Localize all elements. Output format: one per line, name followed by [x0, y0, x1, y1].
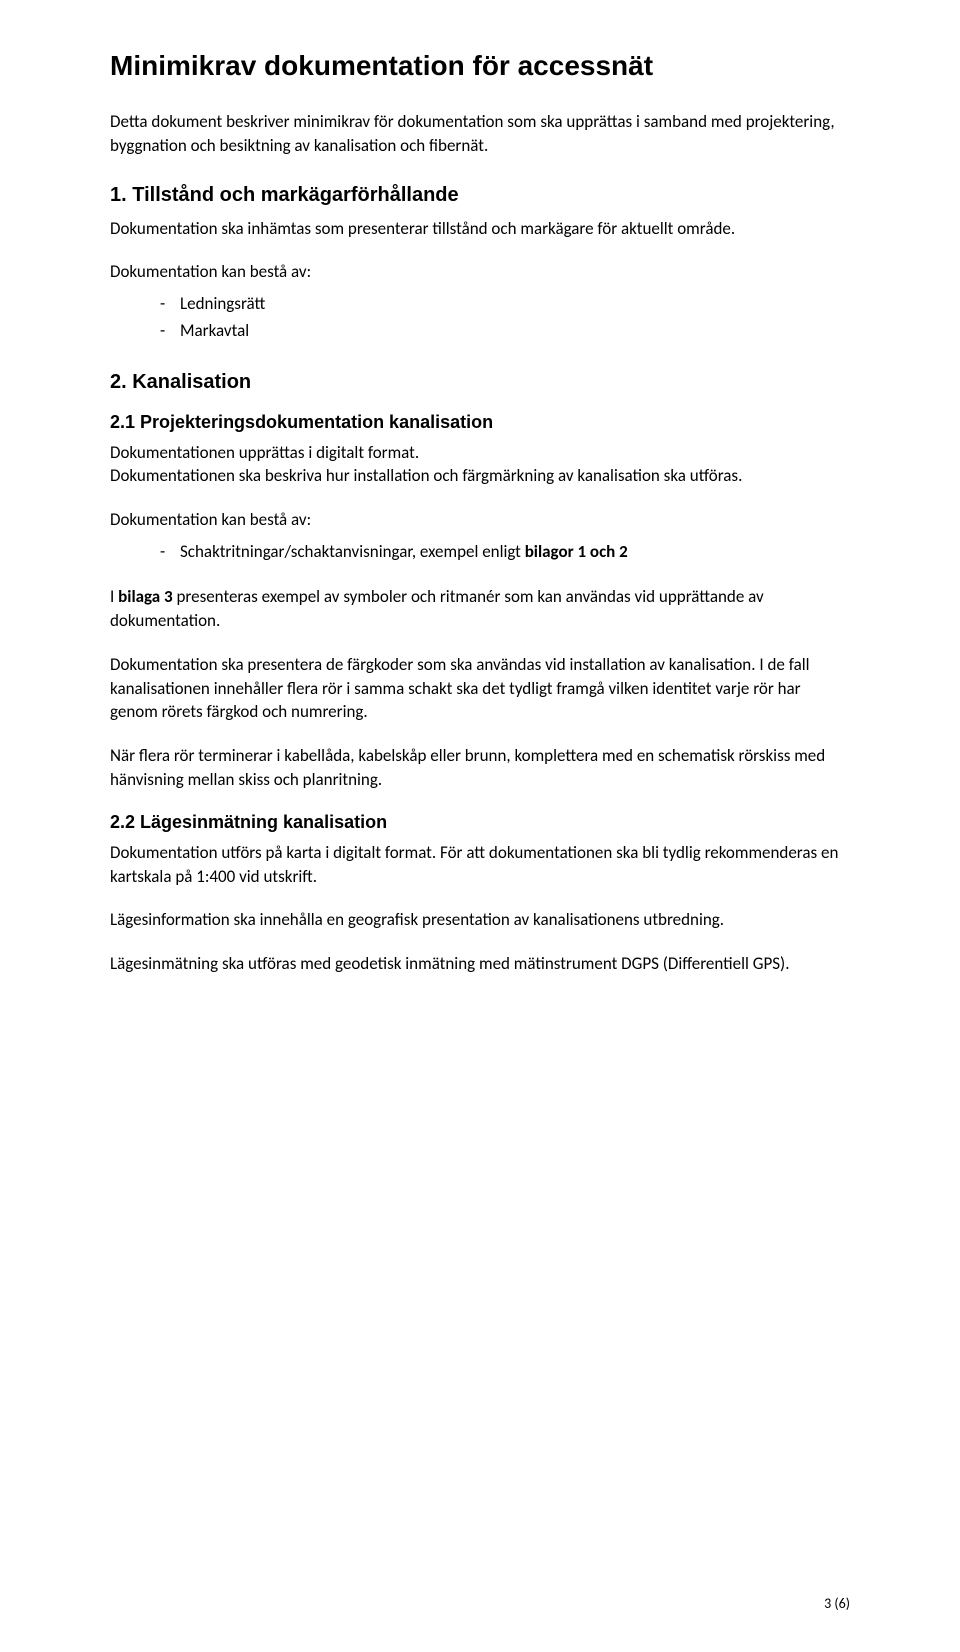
- list-item: Markavtal: [160, 317, 850, 344]
- text-run: I: [110, 586, 118, 607]
- section-2-1-paragraph-4: Dokumentation ska presentera de färgkode…: [110, 653, 850, 724]
- section-1-heading: 1. Tillstånd och markägarförhållande: [110, 184, 850, 207]
- section-2-1-heading: 2.1 Projekteringsdokumentation kanalisat…: [110, 412, 850, 433]
- page: Minimikrav dokumentation för accessnät D…: [0, 0, 960, 1652]
- list-item: Schaktritningar/schaktanvisningar, exemp…: [160, 538, 850, 565]
- section-2-1-list: Schaktritningar/schaktanvisningar, exemp…: [110, 538, 850, 565]
- section-2-1-paragraph-2: Dokumentation kan bestå av:: [110, 508, 850, 532]
- section-2-1-paragraph-1: Dokumentationen upprättas i digitalt for…: [110, 441, 850, 489]
- section-2-2-heading: 2.2 Lägesinmätning kanalisation: [110, 812, 850, 833]
- section-2-2-paragraph-3: Lägesinmätning ska utföras med geodetisk…: [110, 952, 850, 976]
- section-1-paragraph-2: Dokumentation kan bestå av:: [110, 260, 850, 284]
- list-item-bold: bilagor 1 och 2: [525, 541, 628, 562]
- intro-paragraph: Detta dokument beskriver minimikrav för …: [110, 110, 850, 158]
- list-item: Ledningsrätt: [160, 290, 850, 317]
- section-1-list: Ledningsrätt Markavtal: [110, 290, 850, 344]
- section-2-1-paragraph-3: I bilaga 3 presenteras exempel av symbol…: [110, 585, 850, 633]
- doc-title: Minimikrav dokumentation för accessnät: [110, 50, 850, 82]
- list-item-text: Schaktritningar/schaktanvisningar, exemp…: [180, 541, 525, 562]
- section-1-paragraph-1: Dokumentation ska inhämtas som presenter…: [110, 217, 850, 241]
- page-number: 3 (6): [824, 1595, 850, 1612]
- section-2-2-paragraph-1: Dokumentation utförs på karta i digitalt…: [110, 841, 850, 889]
- section-2-2-paragraph-2: Lägesinformation ska innehålla en geogra…: [110, 908, 850, 932]
- section-2-heading: 2. Kanalisation: [110, 371, 850, 394]
- text-run-bold: bilaga 3: [118, 586, 173, 607]
- text-run: presenteras exempel av symboler och ritm…: [110, 586, 764, 631]
- section-2-1-paragraph-5: När flera rör terminerar i kabellåda, ka…: [110, 744, 850, 792]
